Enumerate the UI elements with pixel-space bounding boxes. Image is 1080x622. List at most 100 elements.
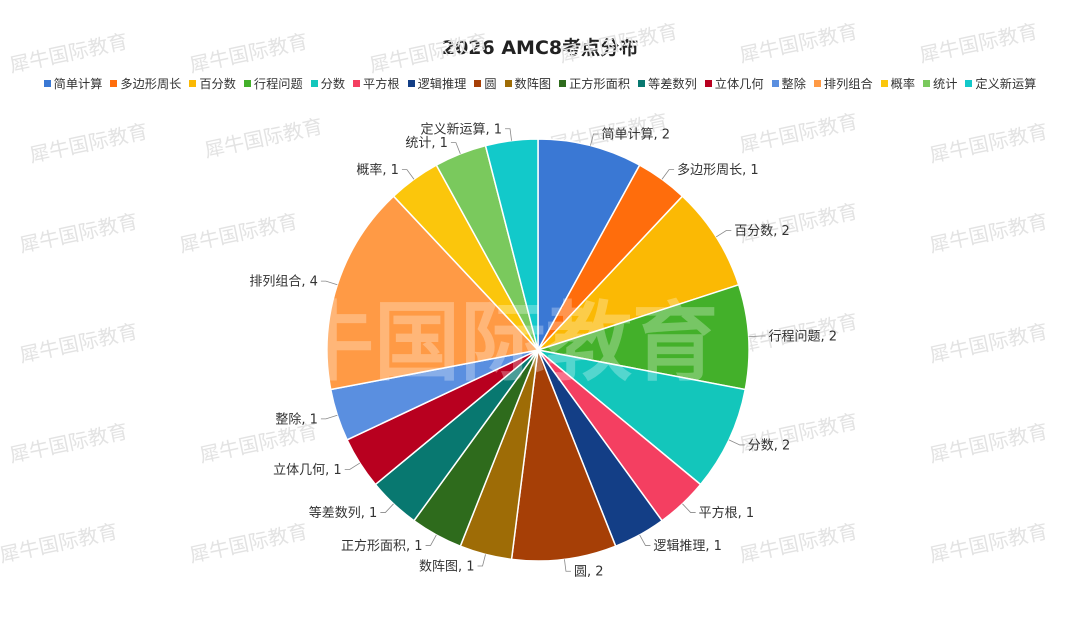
label-leader-line (450, 142, 461, 154)
slice-data-label: 统计, 1 (405, 136, 448, 151)
legend-label: 平方根 (363, 77, 400, 91)
legend-item[interactable]: 定义新运算 (965, 74, 1036, 92)
label-leader-line (320, 414, 338, 420)
slice-data-label: 立体几何, 1 (273, 462, 342, 478)
legend-item[interactable]: 等差数列 (638, 74, 697, 92)
pie-slice[interactable] (484, 138, 539, 351)
slice-data-label: 数阵图, 1 (419, 559, 475, 574)
legend-item[interactable]: 概率 (880, 74, 915, 92)
legend-swatch (880, 79, 888, 87)
legend-label: 等差数列 (648, 77, 697, 91)
label-leader-line (748, 335, 766, 338)
legend-swatch (923, 79, 931, 87)
legend-swatch (559, 79, 567, 87)
watermark-text: 犀牛国际教育 (737, 519, 859, 567)
legend-swatch (771, 79, 779, 87)
legend-item[interactable]: 平方根 (353, 74, 400, 92)
label-leader-line (477, 554, 486, 567)
legend-label: 分数 (320, 77, 346, 91)
label-leader-line (401, 169, 415, 180)
legend-label: 行程问题 (253, 77, 303, 91)
pie-slice[interactable] (510, 349, 617, 562)
watermark-text: 犀牛国际教育 (7, 419, 129, 467)
slice-data-label: 分数, 2 (748, 438, 791, 453)
watermark-text: 犀牛国际教育 (202, 114, 324, 162)
watermark-text: 犀牛国际教育 (737, 19, 859, 67)
legend-swatch (407, 79, 415, 87)
legend-swatch (189, 79, 197, 87)
legend-item[interactable]: 分数 (310, 74, 346, 92)
legend-item[interactable]: 简单计算 (43, 74, 102, 92)
watermark-text: 犀牛国际教育 (927, 319, 1049, 367)
chart-title: 2026 AMC8考点分布 (441, 37, 639, 59)
legend-label: 多边形周长 (120, 77, 182, 91)
watermark-text: 犀牛国际教育 (177, 209, 299, 257)
legend-swatch (813, 79, 821, 87)
legend-swatch (965, 79, 973, 87)
watermark-text: 犀牛国际教育 (557, 19, 679, 67)
watermark-text: 犀牛国际教育 (367, 29, 489, 77)
legend-item[interactable]: 多边形周长 (110, 74, 181, 92)
slice-data-label: 整除, 1 (275, 412, 318, 427)
legend-label: 数阵图 (514, 77, 552, 91)
label-leader-line (661, 169, 675, 180)
legend-item[interactable]: 排列组合 (813, 74, 873, 92)
slice-data-label: 概率, 1 (356, 162, 399, 178)
legend-item[interactable]: 数阵图 (504, 74, 552, 92)
legend-item[interactable]: 整除 (771, 74, 806, 92)
pie-slice[interactable] (537, 349, 747, 486)
watermark-text: 犀牛国际教育 (737, 109, 859, 157)
legend-swatch (43, 79, 51, 87)
slice-data-label: 多边形周长, 1 (677, 162, 759, 178)
legend-swatch (353, 79, 361, 87)
pie-slice[interactable] (537, 195, 740, 351)
watermark-text: 犀牛国际教育 (917, 19, 1039, 67)
watermark-text: 犀牛国际教育 (187, 29, 309, 77)
legend-item[interactable]: 行程问题 (243, 74, 303, 92)
legend-label: 定义新运算 (975, 77, 1037, 91)
label-leader-line (505, 128, 512, 141)
legend-item[interactable]: 统计 (923, 74, 957, 92)
legend-label: 百分数 (199, 77, 236, 91)
watermark-text: 犀牛国际教育 (927, 209, 1049, 257)
center-watermark-text: 犀牛国际教育 (202, 293, 718, 393)
pie-slice[interactable] (537, 138, 641, 351)
legend-swatch (110, 79, 118, 87)
legend-item[interactable]: 正方形面积 (559, 74, 630, 92)
legend-item[interactable]: 逻辑推理 (407, 74, 466, 92)
slice-data-label: 正方形面积, 1 (341, 538, 423, 554)
watermark-text: 犀牛国际教育 (927, 519, 1049, 567)
watermark-text: 犀牛国际教育 (27, 119, 149, 167)
legend-label: 圆 (484, 77, 497, 91)
legend-item[interactable]: 百分数 (189, 74, 236, 92)
slice-data-label: 简单计算, 2 (601, 127, 670, 143)
watermark-text: 犀牛国际教育 (927, 119, 1049, 167)
label-leader-line (728, 439, 745, 446)
legend-item[interactable]: 立体几何 (704, 74, 764, 92)
legend-item[interactable]: 圆 (474, 74, 497, 92)
legend-label: 整除 (781, 77, 806, 91)
slice-data-label: 圆, 2 (574, 565, 604, 580)
label-leader-line (344, 462, 361, 470)
pie-slice[interactable] (537, 283, 750, 391)
slice-data-label: 等差数列, 1 (309, 505, 378, 521)
slice-data-label: 行程问题, 2 (769, 329, 838, 344)
watermark-text: 犀牛国际教育 (187, 519, 309, 567)
label-leader-line (715, 230, 732, 238)
label-leader-line (639, 534, 651, 546)
legend-swatch (310, 79, 318, 87)
legend-swatch (474, 79, 482, 87)
legend-swatch (704, 79, 712, 87)
slice-data-label: 定义新运算, 1 (421, 121, 503, 137)
label-leader-line (425, 534, 437, 546)
label-leader-line (682, 503, 696, 513)
watermark-text: 犀牛国际教育 (17, 209, 139, 257)
pie-slice[interactable] (326, 195, 540, 391)
legend-swatch (504, 79, 512, 87)
watermark-text: 犀牛国际教育 (0, 519, 120, 567)
pie-labels: 简单计算, 2 多边形周长, 1 百分数, 2 行程问题, 2 分数, 2 平方根, 1 逻… (249, 121, 837, 579)
label-leader-line (564, 559, 571, 572)
slice-data-label: 逻辑推理, 1 (653, 539, 722, 554)
label-leader-line (590, 133, 599, 146)
